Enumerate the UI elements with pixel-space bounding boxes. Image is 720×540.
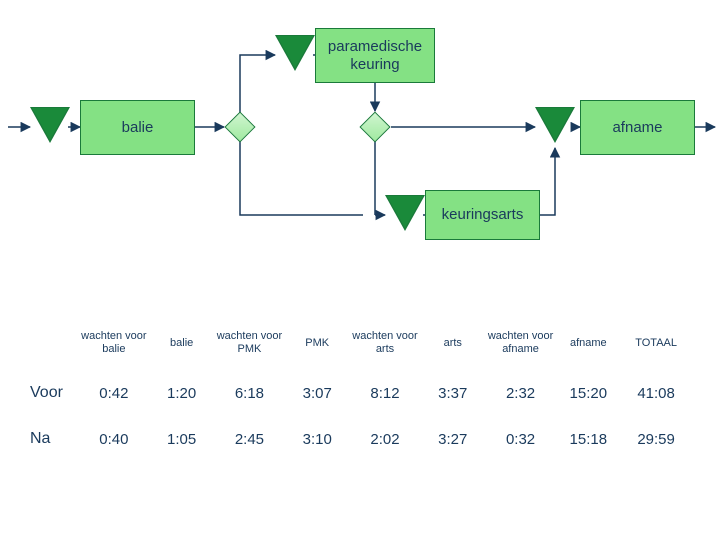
cell: 0:40 <box>80 431 148 448</box>
col-header: arts <box>419 337 487 350</box>
node-afname: afname <box>580 100 695 155</box>
cell: 15:18 <box>554 431 622 448</box>
cell: 0:32 <box>487 431 555 448</box>
table-header-row: wachten voor balie balie wachten voor PM… <box>30 330 690 356</box>
col-header: TOTAAL <box>622 337 690 350</box>
cell: 15:20 <box>554 385 622 402</box>
node-balie: balie <box>80 100 195 155</box>
cell: 1:05 <box>148 431 216 448</box>
timing-table: wachten voor balie balie wachten voor PM… <box>30 330 690 476</box>
node-keuringsarts: keuringsarts <box>425 190 540 240</box>
cell: 3:37 <box>419 385 487 402</box>
row-label: Voor <box>30 384 80 402</box>
col-header: wachten voor balie <box>80 330 148 356</box>
col-header: wachten voor afname <box>487 330 555 356</box>
cell: 2:45 <box>216 431 284 448</box>
cell: 41:08 <box>622 385 690 402</box>
flow-diagram: balie paramedische keuring keuringsarts … <box>0 0 720 280</box>
node-balie-label: balie <box>122 119 154 137</box>
node-keuringsarts-label: keuringsarts <box>442 206 524 224</box>
cell: 2:32 <box>487 385 555 402</box>
col-header: balie <box>148 337 216 350</box>
cell: 6:18 <box>216 385 284 402</box>
cell: 1:20 <box>148 385 216 402</box>
col-header: PMK <box>283 337 351 350</box>
table-row: Voor 0:42 1:20 6:18 3:07 8:12 3:37 2:32 … <box>30 384 690 402</box>
row-label: Na <box>30 430 80 448</box>
col-header: wachten voor PMK <box>216 330 284 356</box>
node-paramedische-label: paramedische keuring <box>328 38 422 74</box>
cell: 3:27 <box>419 431 487 448</box>
cell: 3:07 <box>283 385 351 402</box>
cell: 29:59 <box>622 431 690 448</box>
node-paramedische: paramedische keuring <box>315 28 435 83</box>
cell: 2:02 <box>351 431 419 448</box>
decision-1 <box>224 111 255 142</box>
col-header: wachten voor arts <box>351 330 419 356</box>
cell: 3:10 <box>283 431 351 448</box>
cell: 0:42 <box>80 385 148 402</box>
cell: 8:12 <box>351 385 419 402</box>
table-row: Na 0:40 1:05 2:45 3:10 2:02 3:27 0:32 15… <box>30 430 690 448</box>
decision-2 <box>359 111 390 142</box>
node-afname-label: afname <box>612 119 662 137</box>
col-header: afname <box>554 337 622 350</box>
